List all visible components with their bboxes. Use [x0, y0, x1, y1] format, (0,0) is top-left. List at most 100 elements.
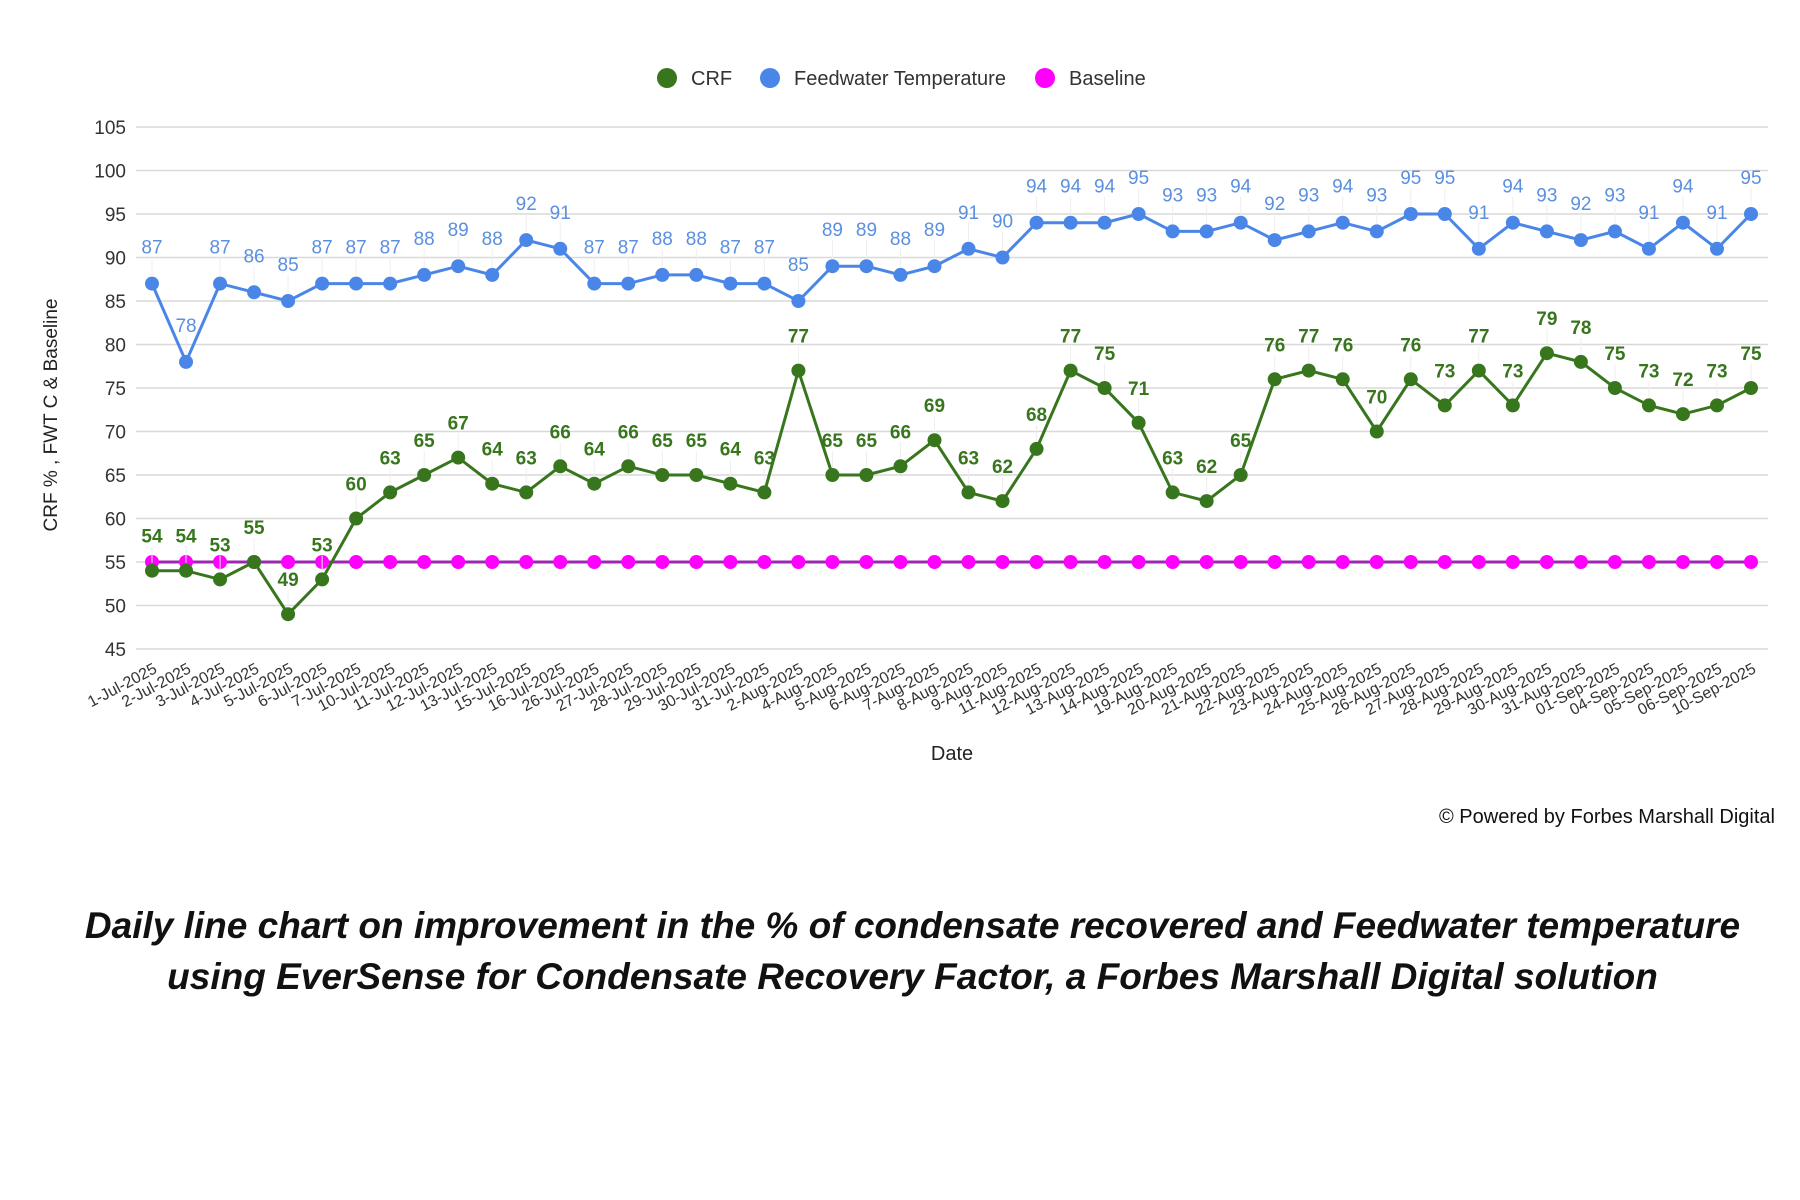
- data-point: [1029, 555, 1044, 569]
- data-point: [1301, 224, 1316, 239]
- data-point: [553, 555, 568, 569]
- data-point: [1505, 215, 1520, 230]
- data-label: 89: [822, 220, 843, 241]
- data-point: [1233, 555, 1248, 569]
- data-label: 87: [754, 238, 775, 259]
- data-point: [1063, 215, 1078, 230]
- data-label: 54: [141, 527, 163, 548]
- data-point: [1199, 494, 1214, 509]
- data-point: [689, 555, 704, 569]
- data-point: [213, 276, 228, 291]
- y-tick-label: 100: [94, 162, 126, 183]
- data-point: [247, 555, 262, 569]
- y-tick-label: 60: [105, 510, 126, 531]
- data-label: 89: [856, 220, 877, 241]
- data-point: [723, 276, 738, 291]
- data-point: [417, 267, 432, 282]
- data-point: [1403, 207, 1418, 221]
- data-point: [1097, 381, 1112, 395]
- data-label: 66: [618, 422, 639, 443]
- data-label: 93: [1604, 185, 1625, 206]
- data-point: [893, 555, 908, 569]
- data-point: [1744, 381, 1758, 395]
- powered-by-credit: © Powered by Forbes Marshall Digital: [1439, 806, 1775, 828]
- data-point: [281, 555, 296, 569]
- data-label: 94: [1502, 177, 1524, 198]
- data-point: [519, 555, 534, 569]
- data-label: 75: [1740, 344, 1762, 365]
- data-label: 67: [448, 414, 469, 435]
- line-chart: CRF Feedwater Temperature Baseline 45 50 55 6…: [41, 68, 1768, 765]
- data-point: [825, 555, 840, 569]
- data-point: [587, 476, 602, 491]
- data-point: [1437, 555, 1452, 569]
- y-tick-label: 45: [105, 640, 126, 661]
- series-feedwater-temperature: 87 78 87 86 85 87 87 87 88 89 88 92 91 87 87 88 88 87 87 85…: [141, 168, 1762, 369]
- legend-label: Feedwater Temperature: [794, 68, 1006, 90]
- data-point: [1641, 241, 1656, 256]
- data-point: [1675, 215, 1690, 230]
- data-label: 87: [380, 238, 401, 259]
- data-label: 89: [448, 220, 469, 241]
- data-point: [1267, 555, 1282, 569]
- data-point: [1573, 555, 1588, 569]
- data-label: 77: [788, 327, 809, 348]
- data-point: [995, 494, 1010, 509]
- data-label: 94: [1060, 177, 1082, 198]
- data-label: 63: [958, 448, 979, 469]
- data-point: [1471, 555, 1486, 569]
- data-label: 66: [550, 422, 571, 443]
- data-point: [1675, 555, 1690, 569]
- data-point: [1165, 224, 1180, 239]
- data-label: 91: [958, 203, 979, 224]
- data-label: 88: [482, 229, 503, 250]
- data-point: [1369, 424, 1384, 439]
- data-point: [1709, 398, 1724, 413]
- data-label: 92: [1264, 194, 1285, 215]
- data-label: 54: [175, 527, 197, 548]
- data-label: 92: [516, 194, 537, 215]
- data-point: [553, 241, 568, 256]
- data-label: 65: [652, 431, 674, 452]
- legend-marker: [760, 68, 780, 88]
- data-label: 95: [1740, 168, 1761, 189]
- data-label: 94: [1672, 177, 1694, 198]
- data-label: 53: [209, 535, 230, 556]
- data-label: 86: [243, 246, 264, 267]
- y-tick-label: 65: [105, 466, 126, 487]
- data-label: 73: [1706, 361, 1727, 382]
- data-label: 65: [1230, 431, 1252, 452]
- data-point: [1301, 555, 1316, 569]
- data-point: [553, 459, 568, 474]
- data-label: 73: [1638, 361, 1659, 382]
- data-point: [1131, 415, 1146, 430]
- data-point: [961, 485, 976, 500]
- y-tick-label: 75: [105, 379, 126, 400]
- data-point: [1607, 224, 1622, 239]
- data-label: 66: [890, 422, 911, 443]
- data-label: 95: [1128, 168, 1149, 189]
- data-point: [1233, 468, 1248, 482]
- data-point: [179, 354, 194, 369]
- y-tick-label: 50: [105, 597, 126, 618]
- data-point: [451, 450, 466, 465]
- data-point: [1063, 555, 1078, 569]
- data-label: 93: [1162, 185, 1183, 206]
- data-point: [1505, 398, 1520, 413]
- data-point: [1131, 207, 1146, 221]
- data-label: 64: [584, 440, 606, 461]
- data-point: [1539, 224, 1554, 239]
- data-point: [1573, 354, 1588, 369]
- data-label: 65: [856, 431, 878, 452]
- caption-line-1: Daily line chart on improvement in the %…: [84, 905, 1741, 946]
- data-point: [689, 468, 704, 482]
- data-label: 65: [686, 431, 708, 452]
- data-point: [791, 555, 806, 569]
- data-label: 63: [380, 448, 401, 469]
- data-point: [655, 468, 670, 482]
- data-label: 64: [482, 440, 504, 461]
- x-axis: 1-Jul-20252-Jul-20253-Jul-20254-Jul-2025…: [85, 660, 1759, 718]
- data-label: 78: [1570, 318, 1591, 339]
- data-label: 94: [1230, 177, 1252, 198]
- data-point: [927, 433, 942, 448]
